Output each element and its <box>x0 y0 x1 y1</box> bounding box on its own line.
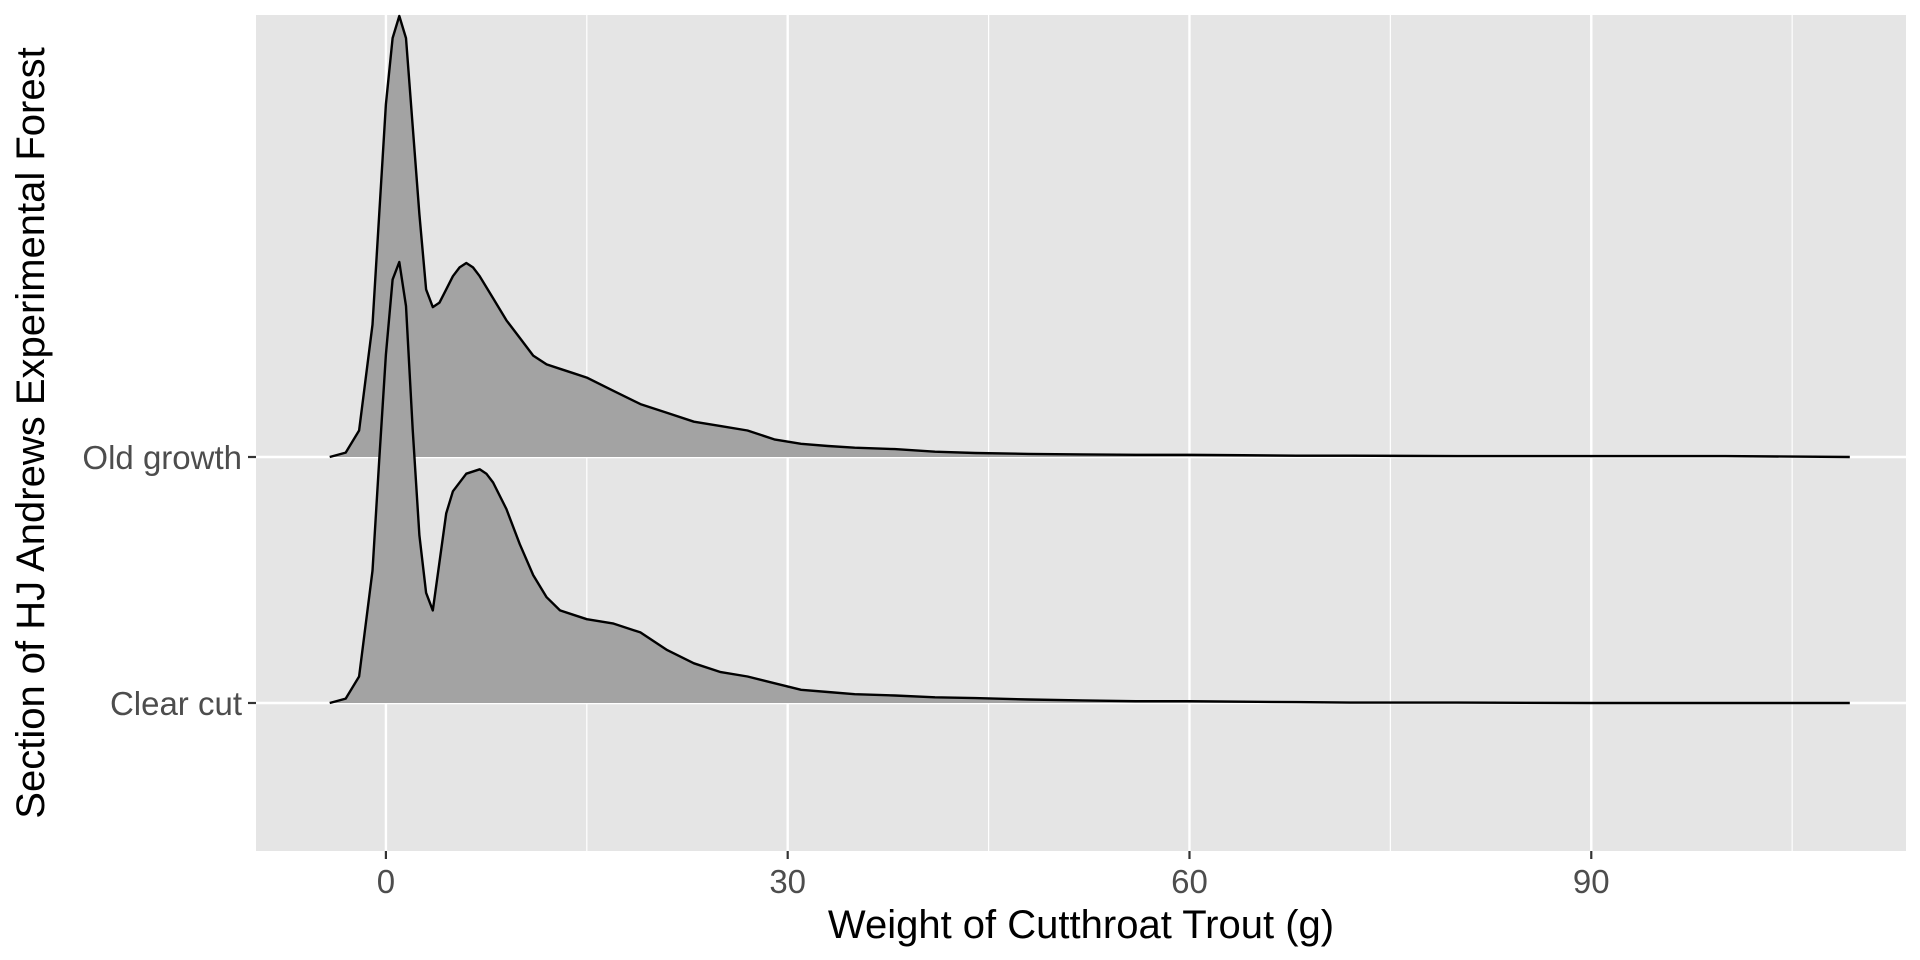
axes: 0 30 60 90 Clear cut Old growth <box>82 439 1609 900</box>
ridge-line-clear-cut <box>329 260 1850 705</box>
x-tick-label: 90 <box>1573 863 1610 900</box>
y-tick-label: Clear cut <box>110 685 242 722</box>
x-tick-label: 30 <box>769 863 806 900</box>
density-ridges <box>329 14 1850 705</box>
y-tick-label: Old growth <box>82 439 242 476</box>
y-axis-title: Section of HJ Andrews Experimental Fores… <box>9 47 53 818</box>
ridge-area-old-growth <box>329 16 1850 457</box>
ridge-area-clear-cut <box>329 262 1850 703</box>
ridge-line-old-growth <box>329 14 1850 459</box>
x-tick-label: 60 <box>1171 863 1208 900</box>
x-tick-label: 0 <box>377 863 395 900</box>
x-axis-title: Weight of Cutthroat Trout (g) <box>828 903 1334 947</box>
